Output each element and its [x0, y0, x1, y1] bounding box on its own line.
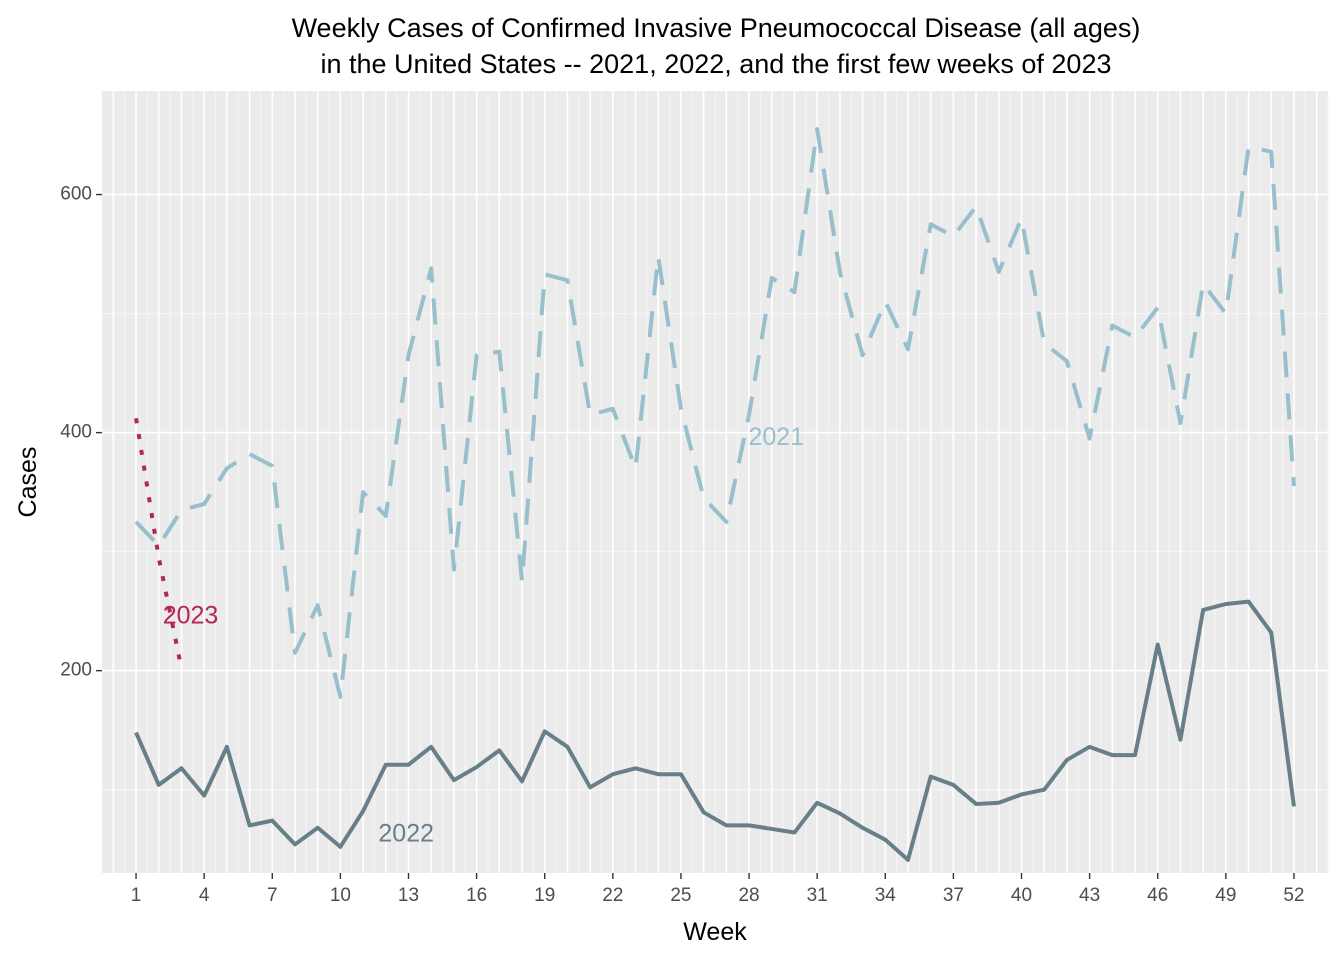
x-tick-label: 37 [943, 885, 964, 906]
x-axis: 1 4 7 10 13 16 19 22 25 28 31 34 37 40 43 46 49 52 [131, 873, 1305, 906]
x-tick-label: 43 [1079, 885, 1100, 906]
y-axis-title: Cases [14, 447, 42, 518]
x-tick-label: 10 [330, 885, 351, 906]
y-tick-label: 200 [60, 660, 92, 681]
series-label-2021: 2021 [748, 423, 804, 451]
series-layer [134, 127, 1296, 862]
x-axis-title: Week [683, 918, 747, 946]
x-tick-label: 4 [199, 885, 210, 906]
x-tick-label: 40 [1011, 885, 1032, 906]
series-line-2022 [134, 599, 1296, 862]
chart-subtitle: in the United States -- 2021, 2022, and … [321, 49, 1112, 79]
series-labels: 2021 2022 2023 [163, 423, 804, 847]
chart-title: Weekly Cases of Confirmed Invasive Pneum… [292, 13, 1141, 43]
y-tick-label: 400 [60, 422, 92, 443]
y-axis: 200 400 600 [60, 184, 102, 681]
series-line-2021 [134, 127, 1296, 699]
x-tick-label: 13 [398, 885, 419, 906]
minor-gridlines [101, 91, 1329, 873]
x-tick-label: 16 [466, 885, 487, 906]
y-tick-label: 600 [60, 184, 92, 205]
x-tick-label: 49 [1215, 885, 1236, 906]
x-tick-label: 22 [602, 885, 623, 906]
x-tick-label: 7 [267, 885, 278, 906]
series-label-2022: 2022 [378, 820, 434, 848]
x-tick-label: 28 [738, 885, 759, 906]
major-gridlines [102, 91, 1328, 873]
x-tick-label: 25 [670, 885, 691, 906]
series-label-2023: 2023 [163, 602, 219, 630]
x-tick-label: 1 [131, 885, 142, 906]
x-tick-label: 19 [534, 885, 555, 906]
x-tick-label: 46 [1147, 885, 1168, 906]
x-tick-label: 31 [807, 885, 828, 906]
x-tick-label: 34 [875, 885, 897, 906]
x-tick-label: 52 [1283, 885, 1304, 906]
